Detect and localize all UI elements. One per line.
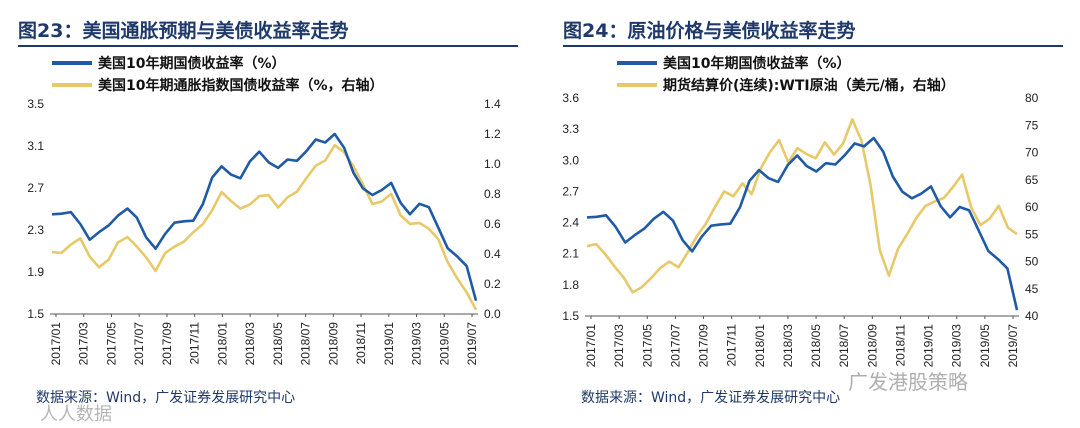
legend-swatch-gold [52,83,92,87]
x-tick-label: 2017/03 [77,322,91,366]
y-left-tick-label: 3.1 [27,139,44,153]
legend-swatch-blue [52,61,92,65]
legend-swatch-blue [617,61,657,65]
x-tick-label: 2018/09 [865,324,879,368]
x-tick-label: 2019/07 [1006,324,1020,368]
series-line-secondary [586,118,1018,294]
x-tick-label: 2018/11 [354,322,368,365]
y-left-tick-label: 1.5 [27,307,44,321]
y-right-tick-label: 0.6 [484,217,501,231]
y-right-tick-label: 1.2 [484,127,501,141]
x-tick-label: 2019/05 [437,322,451,366]
x-tick-label: 2017/01 [584,324,598,368]
legend-label: 美国10年期通胀指数国债收益率（%，右轴） [98,78,384,94]
x-tick-label: 2018/01 [753,324,767,368]
series-line-secondary [51,143,478,311]
y-right-tick-label: 50 [1025,255,1039,269]
x-tick-label: 2017/11 [188,322,202,365]
y-right-tick-label: 70 [1025,146,1039,160]
y-left-tick-label: 3.6 [562,91,579,105]
y-right-tick-label: 65 [1025,173,1039,187]
x-tick-label: 2018/09 [326,322,340,366]
y-right-tick-label: 0.8 [484,187,501,201]
legend-label: 美国10年期国债收益率（%） [663,56,851,72]
x-tick-label: 2018/01 [215,322,229,366]
legend: 美国10年期国债收益率（%） 期货结算价(连续):WTI原油（美元/桶，右轴） [617,52,955,96]
y-right-tick-label: 0.2 [484,277,501,291]
y-right-tick-label: 1.4 [484,97,501,111]
x-tick-label: 2018/03 [243,322,257,366]
y-left-tick-label: 3.3 [562,122,579,136]
x-tick-label: 2017/01 [49,322,63,366]
y-right-tick-label: 40 [1025,309,1039,323]
x-tick-label: 2019/03 [410,322,424,366]
y-left-tick-label: 3.0 [562,153,579,167]
x-tick-label: 2019/01 [382,322,396,366]
y-right-tick-label: 0.4 [484,247,501,261]
y-right-tick-label: 45 [1025,282,1039,296]
x-tick-label: 2019/05 [978,324,992,368]
y-right-tick-label: 1.0 [484,157,501,171]
chart-canvas: 1.5 1.8 2.1 2.4 2.7 3.0 3.3 3.6 40 45 50 55 60 65 70 75… [562,91,1039,368]
platform-watermark: 人人数据 [40,404,112,425]
chart-title: 图23：美国通胀预期与美债收益率走势 [18,20,349,42]
series-line-nominal-yield [586,136,1019,311]
brand-watermark: 广发港股策略 [848,370,968,394]
y-left-tick-label: 2.4 [562,216,579,230]
y-right-tick-label: 55 [1025,227,1039,241]
legend-item-wti: 期货结算价(连续):WTI原油（美元/桶，右轴） [617,74,955,96]
x-tick-label: 2017/07 [668,324,682,368]
title-rule [18,45,518,47]
source-note: 数据来源：Wind，广发证券发展研究中心 [581,390,841,406]
x-tick-label: 2019/03 [950,324,964,368]
series-line-nominal-yield [51,132,478,302]
y-left-tick-label: 2.7 [562,184,579,198]
x-tick-label: 2018/07 [299,322,313,366]
x-tick-label: 2017/09 [697,324,711,368]
source-note: 数据来源：Wind，广发证券发展研究中心 [36,390,296,406]
y-right-tick-label: 60 [1025,200,1039,214]
x-tick-label: 2018/05 [809,324,823,368]
legend-label: 期货结算价(连续):WTI原油（美元/桶，右轴） [663,78,955,94]
y-right-tick-label: 80 [1025,91,1039,105]
x-tick-label: 2017/11 [725,324,739,367]
legend-swatch-gold [617,83,657,87]
x-tick-label: 2017/05 [640,324,654,368]
y-left-tick-label: 1.8 [562,278,579,292]
legend-item-tips-yield: 美国10年期通胀指数国债收益率（%，右轴） [52,74,384,96]
x-tick-label: 2018/11 [893,324,907,367]
x-tick-label: 2018/03 [781,324,795,368]
chart-panel-23: 图23：美国通胀预期与美债收益率走势 美国10年期国债收益率（%） 美国10年期… [0,0,530,428]
x-tick-label: 2017/05 [104,322,118,366]
x-tick-label: 2019/01 [922,324,936,368]
x-tick-label: 2017/09 [160,322,174,366]
x-tick-label: 2017/07 [132,322,146,366]
y-left-tick-label: 3.5 [27,97,44,111]
x-tick-label: 2017/03 [612,324,626,368]
legend-label: 美国10年期国债收益率（%） [98,56,286,72]
chart-panel-24: 图24：原油价格与美债收益率走势 美国10年期国债收益率（%） 期货结算价(连续… [545,0,1075,428]
x-tick-label: 2019/07 [465,322,479,366]
x-tick-label: 2018/05 [271,322,285,366]
y-left-tick-label: 2.1 [562,247,579,261]
legend-item-nominal-yield: 美国10年期国债收益率（%） [617,52,955,74]
x-tick-label: 2018/07 [837,324,851,368]
legend-item-nominal-yield: 美国10年期国债收益率（%） [52,52,384,74]
title-rule [563,45,1063,47]
y-right-tick-label: 0.0 [484,307,501,321]
y-left-tick-label: 2.3 [27,223,44,237]
chart-title: 图24：原油价格与美债收益率走势 [563,20,856,42]
y-left-tick-label: 1.5 [562,309,579,323]
chart-canvas: 1.5 1.9 2.3 2.7 3.1 3.5 0.0 0.2 0.4 0.6 0.8 1.0 1.2 1… [27,97,501,366]
y-right-tick-label: 75 [1025,118,1039,132]
legend: 美国10年期国债收益率（%） 美国10年期通胀指数国债收益率（%，右轴） [52,52,384,96]
y-left-tick-label: 1.9 [27,265,44,279]
y-left-tick-label: 2.7 [27,181,44,195]
